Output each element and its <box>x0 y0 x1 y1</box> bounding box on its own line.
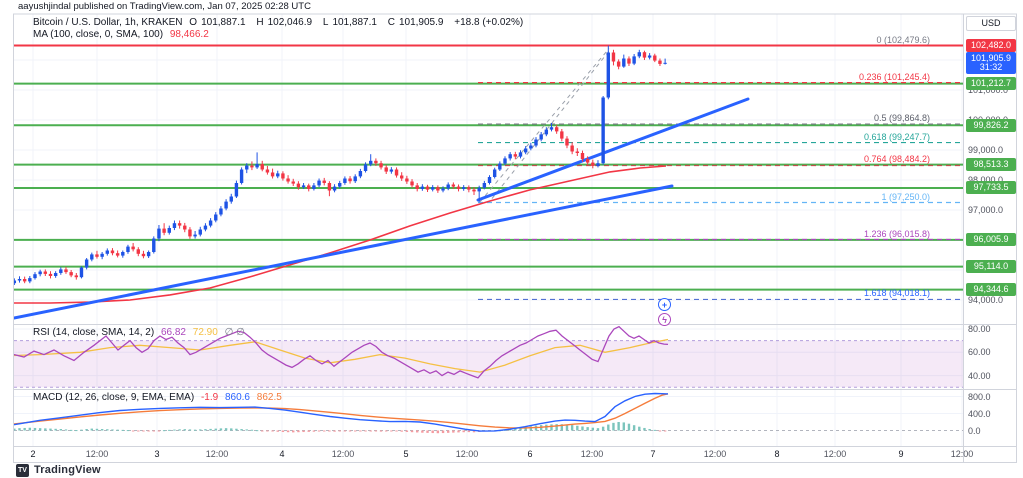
ohlc-close-value: 101,905.9 <box>398 17 444 28</box>
fib-level-label: 0.764 (98,484.2) <box>863 154 930 165</box>
rsi-band <box>14 340 964 388</box>
level-price-label: 97,733.5 <box>966 181 1016 195</box>
fib-guide-line[interactable] <box>479 48 610 203</box>
level-price-label: 98,513.3 <box>966 158 1016 172</box>
add-alert-plus-icon[interactable]: + <box>658 298 671 311</box>
time-axis-day-label[interactable]: 8 <box>774 449 780 459</box>
time-axis-hour-label[interactable]: 12:00 <box>950 449 974 459</box>
last-price-label: 101,905.9 31:32 <box>966 51 1016 74</box>
time-axis-hour-label[interactable]: 12:00 <box>580 449 604 459</box>
currency-button[interactable]: USD <box>966 16 1016 31</box>
ohlc-low-label: L <box>322 17 329 28</box>
macd-legend-label: MACD (12, 26, close, 9, EMA, EMA) <box>33 392 195 403</box>
time-axis-day-label[interactable]: 5 <box>403 449 409 459</box>
fib-level-label: 0.618 (99,247.7) <box>863 131 930 142</box>
ma-legend-value: 98,466.2 <box>169 29 209 40</box>
macd-axis-tick: 400.0 <box>968 408 991 419</box>
ma-legend[interactable]: MA (100, close, 0, SMA, 100) 98,466.2 <box>33 29 213 40</box>
level-price-label: 95,114.0 <box>966 260 1016 274</box>
macd-line-value: 860.6 <box>224 392 250 403</box>
rsi-axis-tick: 80.00 <box>968 324 991 334</box>
time-axis-hour-label[interactable]: 12:00 <box>85 449 109 459</box>
ma-100-line[interactable] <box>4 165 667 304</box>
tradingview-logo[interactable]: TV TradingView <box>16 462 101 478</box>
tradingview-logo-mark: TV <box>16 463 29 477</box>
fib-level-label: 0.236 (101,245.4) <box>858 71 930 82</box>
fib-level-label: 1 (97,250.0) <box>881 191 930 202</box>
time-axis-day-label[interactable]: 7 <box>650 449 656 459</box>
ohlc-high-label: H <box>256 17 264 28</box>
rsi-axis-tick: 40.00 <box>968 370 991 381</box>
macd-legend[interactable]: MACD (12, 26, close, 9, EMA, EMA) -1.9 8… <box>33 392 286 403</box>
main-pane[interactable] <box>2 44 964 320</box>
candlesticks <box>14 45 667 285</box>
time-axis-hour-label[interactable]: 12:00 <box>823 449 847 459</box>
rsi-axis-tick: 60.00 <box>968 347 991 358</box>
fib-level-label: 1.236 (96,015.8) <box>863 228 930 239</box>
bar-countdown: 31:32 <box>979 61 1003 72</box>
tradingview-logo-text: TradingView <box>34 464 101 476</box>
level-price-label: 101,212.7 <box>966 77 1016 91</box>
macd-line <box>14 392 669 432</box>
symbol-title: Bitcoin / U.S. Dollar, 1h, KRAKEN <box>33 17 183 28</box>
time-axis-hour-label[interactable]: 12:00 <box>703 449 727 459</box>
time-axis-day-label[interactable]: 3 <box>154 449 160 459</box>
pane-borders <box>13 13 1017 463</box>
ohlc-change: +18.8 (+0.02%) <box>454 17 524 28</box>
price-axis-tick: 99,000.0 <box>968 145 1004 155</box>
ohlc-high-value: 102,046.9 <box>267 17 313 28</box>
time-axis-day-label[interactable]: 9 <box>898 449 904 459</box>
time-axis-day-label[interactable]: 4 <box>279 449 285 459</box>
fib-level-label: 0.5 (99,864.8) <box>873 113 930 124</box>
price-axis-tick: 94,000.0 <box>968 295 1004 305</box>
symbol-legend[interactable]: Bitcoin / U.S. Dollar, 1h, KRAKEN O 101,8… <box>33 17 527 28</box>
rsi-value: 66.82 <box>160 327 186 338</box>
trendline[interactable] <box>14 184 674 320</box>
trendline[interactable] <box>476 97 750 202</box>
macd-hist-value: -1.9 <box>200 392 219 403</box>
fib-level-label: 1.618 (94,018.1) <box>863 288 930 299</box>
time-axis-day-label[interactable]: 6 <box>527 449 533 459</box>
macd-axis-tick: 0.0 <box>968 425 981 436</box>
rsi-ma-value: 72.90 <box>192 327 218 338</box>
rsi-legend-label: RSI (14, close, SMA, 14, 2) <box>33 327 155 338</box>
fib-level-label: 0 (102,479.6) <box>876 34 930 45</box>
plus-glyph: + <box>661 300 668 310</box>
level-price-label: 99,826.2 <box>966 118 1016 132</box>
level-price-label: 102,482.0 <box>966 39 1016 53</box>
level-price-label: 96,005.9 <box>966 233 1016 247</box>
macd-signal-line <box>14 393 669 429</box>
time-axis-hour-label[interactable]: 12:00 <box>205 449 229 459</box>
time-axis-hour-label[interactable]: 12:00 <box>331 449 355 459</box>
rsi-line <box>14 325 669 379</box>
rsi-ma-line <box>14 338 669 373</box>
gridlines <box>14 14 964 447</box>
macd-pane[interactable] <box>3 392 964 434</box>
attribution-text: aayushjindal published on TradingView.co… <box>18 1 311 12</box>
price-axis-tick: 97,000.0 <box>968 205 1004 215</box>
rsi-legend[interactable]: RSI (14, close, SMA, 14, 2) 66.82 72.90 … <box>33 327 249 338</box>
price-axis-tick: 98,000.0 <box>968 175 1004 185</box>
ohlc-open-label: O <box>189 17 198 28</box>
time-axis-hour-label[interactable]: 12:00 <box>455 449 479 459</box>
rsi-extra-values: ∅ ∅ <box>224 327 245 338</box>
ohlc-close-label: C <box>387 17 395 28</box>
ma-legend-label: MA (100, close, 0, SMA, 100) <box>33 29 164 40</box>
macd-axis-tick: 800.0 <box>968 391 991 402</box>
lightning-order-icon[interactable]: ϟ <box>658 313 671 326</box>
time-axis-day-label[interactable]: 2 <box>30 449 36 459</box>
rsi-pane[interactable] <box>4 325 964 388</box>
ohlc-open-value: 101,887.1 <box>201 17 246 28</box>
bolt-glyph: ϟ <box>662 315 667 325</box>
macd-signal-value: 862.5 <box>256 392 282 403</box>
ohlc-low-value: 101,887.1 <box>332 17 377 28</box>
level-price-label: 94,344.6 <box>966 283 1016 297</box>
